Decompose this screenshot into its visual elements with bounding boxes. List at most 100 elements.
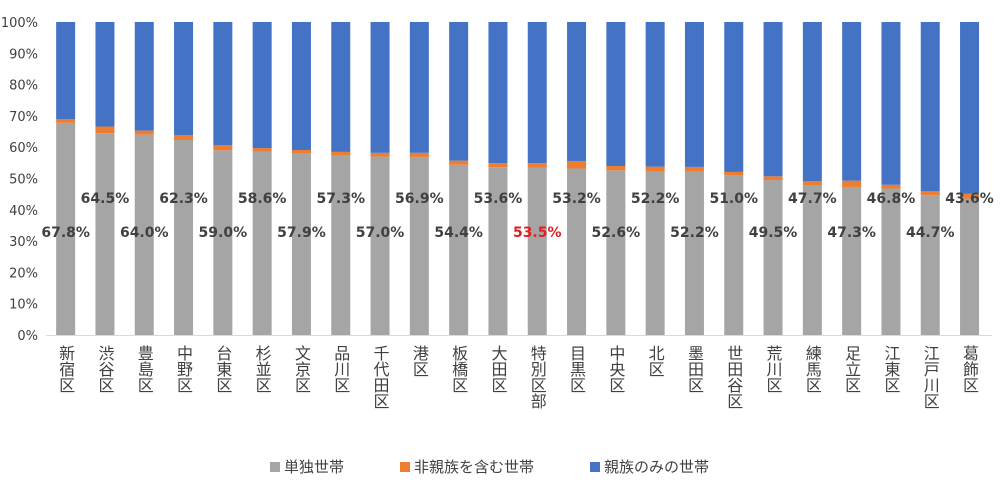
bar-segment-0: [920, 195, 940, 335]
x-tick-label: 北区: [646, 345, 665, 377]
bar-segment-0: [960, 198, 980, 335]
data-label: 44.7%: [906, 225, 955, 241]
bar-segment-0: [449, 164, 469, 335]
bar-segment-1: [56, 119, 76, 123]
bar-segment-2: [684, 22, 704, 167]
y-tick-label: 0%: [17, 329, 38, 344]
y-tick-label: 50%: [9, 173, 38, 188]
x-tick-label: 足立区: [842, 345, 861, 393]
bar-segment-2: [802, 22, 822, 181]
bar-segment-2: [527, 22, 547, 164]
data-label: 47.7%: [788, 191, 837, 207]
bar-segment-1: [567, 160, 587, 169]
bar-segment-0: [567, 168, 587, 335]
bar-segment-0: [95, 133, 115, 335]
x-tick-label: 大田区: [488, 345, 507, 393]
legend-swatch: [270, 462, 280, 472]
data-label: 52.6%: [592, 225, 641, 241]
bar-segment-1: [724, 171, 744, 176]
x-tick-label: 荒川区: [764, 345, 783, 393]
x-tick-label: 新宿区: [56, 345, 75, 393]
x-tick-label: 中野区: [174, 345, 193, 393]
bar-segment-0: [331, 155, 351, 335]
data-label: 51.0%: [709, 191, 758, 207]
bar-segment-0: [842, 186, 862, 335]
x-tick-label: 世田谷区: [724, 345, 743, 409]
legend-swatch: [590, 462, 600, 472]
bar-segment-2: [252, 22, 272, 149]
x-axis: 新宿区 渋谷区 豊島区 中野区 台東区 杉並区 文京区 品川区 千代田区 港区 板橋区 大田区 特別区部…: [46, 335, 992, 409]
x-tick-label: 品川区: [331, 345, 350, 393]
bar-segment-1: [291, 150, 311, 154]
y-tick-label: 10%: [9, 298, 38, 313]
legend-label: 単独世帯: [284, 458, 344, 476]
bar-segment-1: [95, 126, 115, 134]
x-tick-label: 板橋区: [449, 345, 468, 393]
bar-segment-1: [842, 180, 862, 187]
bar-segment-1: [252, 148, 272, 152]
bar-segment-1: [802, 181, 822, 186]
x-tick-label: 特別区部: [528, 345, 547, 409]
x-tick-label: 葛飾区: [960, 345, 979, 393]
data-label: 57.3%: [316, 191, 365, 207]
bar-segment-2: [645, 22, 665, 167]
bar-segment-0: [409, 156, 429, 335]
y-tick-label: 60%: [9, 141, 38, 156]
bar-segment-2: [291, 22, 311, 151]
data-label: 67.8%: [41, 225, 90, 241]
data-label: 58.6%: [238, 191, 287, 207]
data-label: 54.4%: [434, 225, 483, 241]
data-labels: 67.8% 64.5% 64.0% 62.3% 59.0% 58.6% 57.9% 57.3%…: [41, 191, 993, 241]
bar-segment-2: [95, 22, 115, 127]
bar-segment-0: [724, 175, 744, 335]
legend-label: 非親族を含む世帯: [414, 458, 534, 476]
bar-segment-1: [134, 130, 154, 135]
bar-segment-1: [881, 184, 901, 189]
bar-segment-0: [527, 167, 547, 335]
bar-segment-0: [370, 156, 390, 335]
bar-segment-0: [174, 140, 194, 335]
bar-segment-0: [684, 171, 704, 335]
bar-segment-1: [174, 134, 194, 140]
data-label: 53.6%: [474, 191, 523, 207]
data-label: 57.0%: [356, 225, 405, 241]
y-tick-label: 100%: [1, 16, 38, 31]
bar-segment-0: [802, 185, 822, 335]
bar-segment-1: [527, 163, 547, 168]
x-tick-label: 千代田区: [371, 345, 390, 409]
legend-swatch: [400, 462, 410, 472]
data-label: 43.6%: [945, 191, 994, 207]
bar-segment-1: [488, 163, 508, 168]
y-tick-label: 20%: [9, 266, 38, 281]
bar-segment-1: [920, 191, 940, 196]
bar-segment-0: [134, 134, 154, 335]
bar-segment-2: [488, 22, 508, 164]
x-tick-label: 杉並区: [253, 345, 272, 393]
bar-segment-0: [213, 150, 233, 335]
x-tick-label: 台東区: [213, 345, 232, 393]
bar-segment-2: [881, 22, 901, 185]
bar-segment-2: [606, 22, 626, 166]
bar-segment-2: [331, 22, 351, 152]
data-label: 52.2%: [670, 225, 719, 241]
bar-segment-0: [252, 151, 272, 335]
x-tick-label: 豊島区: [135, 345, 154, 393]
x-tick-label: 江東区: [881, 345, 900, 393]
x-tick-label: 文京区: [292, 345, 311, 393]
bar-segment-2: [370, 22, 390, 153]
y-tick-label: 30%: [9, 235, 38, 250]
bar-segment-1: [213, 145, 233, 151]
bar-segment-0: [488, 167, 508, 335]
bar-segment-1: [370, 152, 390, 157]
data-label: 57.9%: [277, 225, 326, 241]
data-label: 59.0%: [199, 225, 248, 241]
data-label: 53.2%: [552, 191, 601, 207]
x-tick-label: 中央区: [606, 345, 625, 393]
bar-segment-2: [960, 22, 980, 194]
y-tick-label: 40%: [9, 204, 38, 219]
bar-segment-0: [763, 180, 783, 335]
x-tick-label: 目黒区: [567, 345, 586, 393]
data-label: 56.9%: [395, 191, 444, 207]
